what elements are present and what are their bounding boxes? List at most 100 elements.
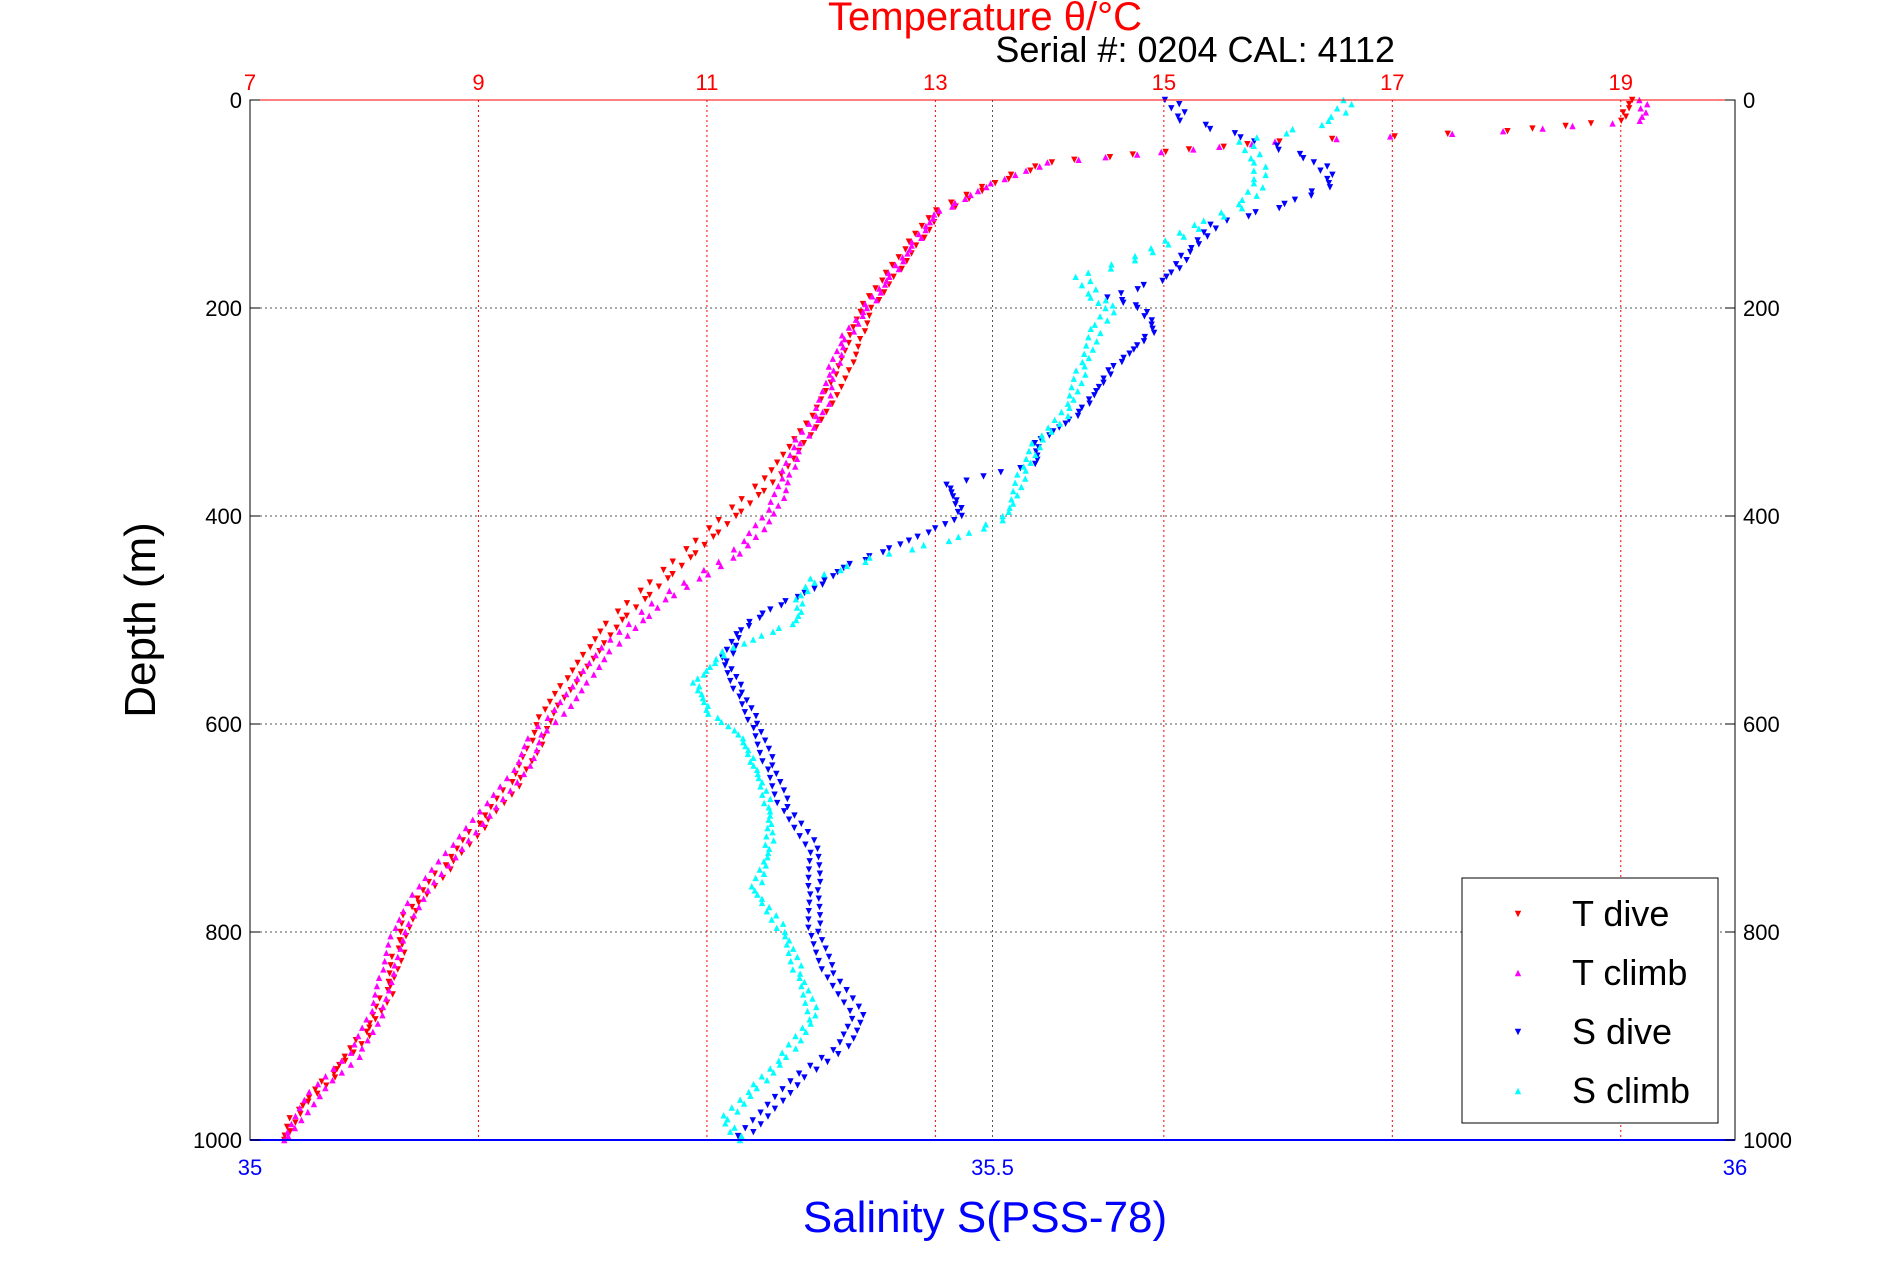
data-point	[824, 974, 831, 981]
data-point	[605, 648, 613, 655]
data-point	[1195, 241, 1203, 248]
data-point	[925, 529, 932, 536]
data-point	[1256, 150, 1263, 158]
data-point	[404, 899, 411, 907]
data-point	[1325, 117, 1332, 124]
data-point	[1220, 213, 1228, 220]
data-point	[933, 207, 940, 214]
data-point	[1091, 392, 1098, 399]
data-point	[314, 1090, 321, 1097]
data-point	[766, 808, 774, 815]
data-point	[747, 758, 754, 765]
data-point	[806, 1016, 813, 1023]
data-point	[827, 392, 834, 399]
data-point	[1244, 141, 1251, 148]
data-point	[920, 541, 927, 549]
data-point	[1587, 120, 1595, 127]
data-point	[637, 587, 644, 595]
data-point	[388, 953, 396, 961]
data-point	[646, 591, 653, 599]
data-point	[895, 254, 902, 261]
data-point	[1239, 196, 1246, 204]
data-point	[666, 587, 673, 595]
data-point	[786, 443, 793, 451]
data-point	[310, 1100, 318, 1108]
data-point	[1262, 163, 1269, 170]
data-point	[465, 837, 472, 844]
data-point	[1102, 297, 1110, 304]
data-point	[782, 598, 789, 605]
data-point	[288, 1120, 295, 1128]
data-point	[763, 833, 770, 840]
data-point	[754, 741, 761, 748]
data-point	[795, 1070, 803, 1077]
y-tick-label-left: 200	[205, 296, 242, 321]
data-point	[1159, 277, 1166, 285]
data-point	[574, 675, 581, 682]
data-point	[761, 799, 768, 807]
data-point	[1012, 171, 1019, 179]
data-point	[786, 471, 793, 478]
data-point	[1504, 128, 1511, 135]
data-point	[1324, 175, 1331, 183]
data-point	[733, 631, 740, 638]
data-point	[838, 351, 845, 358]
data-point	[816, 878, 824, 886]
data-point	[771, 1093, 779, 1101]
data-point	[810, 941, 817, 948]
data-point	[949, 493, 957, 500]
data-point	[616, 628, 623, 635]
data-point	[748, 705, 755, 712]
data-point	[597, 628, 604, 635]
data-point	[739, 735, 747, 742]
data-point	[1163, 273, 1170, 280]
data-point	[925, 215, 932, 222]
legend-box	[1461, 877, 1719, 1124]
data-point	[784, 804, 791, 811]
data-point	[829, 375, 836, 382]
data-point	[821, 577, 828, 584]
data-point	[812, 1012, 819, 1019]
data-point	[720, 651, 727, 659]
data-point	[305, 1088, 313, 1096]
data-point	[607, 632, 614, 639]
data-point	[1562, 122, 1569, 130]
data-point	[654, 604, 661, 611]
data-point	[543, 727, 551, 734]
data-point	[755, 492, 762, 499]
data-point	[1104, 317, 1111, 324]
data-point	[797, 1036, 805, 1044]
data-points	[281, 96, 1651, 1144]
data-point	[1176, 265, 1183, 272]
data-point	[781, 932, 789, 940]
data-point	[859, 308, 867, 316]
data-point	[857, 1019, 864, 1027]
data-point	[787, 1078, 794, 1085]
data-point	[1244, 188, 1252, 195]
data-point	[518, 750, 525, 758]
data-point	[856, 336, 864, 343]
data-point	[1027, 167, 1034, 174]
data-point	[752, 533, 760, 540]
data-point	[394, 953, 401, 961]
data-point	[371, 991, 379, 998]
data-point	[807, 1062, 814, 1070]
data-point	[837, 566, 844, 574]
data-point	[958, 512, 965, 520]
data-point	[700, 671, 708, 678]
data-point	[733, 674, 740, 681]
data-point	[728, 638, 735, 646]
data-point	[730, 644, 737, 651]
data-point	[592, 651, 599, 659]
grid-lines	[250, 100, 1735, 1140]
data-point	[379, 1003, 387, 1011]
legend-label: S climb	[1572, 1070, 1690, 1111]
data-point	[369, 1007, 376, 1015]
data-point	[370, 999, 377, 1006]
data-point	[826, 371, 833, 378]
data-point	[936, 207, 943, 214]
data-point	[1262, 171, 1269, 179]
data-point	[793, 616, 800, 624]
data-point	[579, 667, 587, 674]
data-point	[1078, 281, 1086, 289]
